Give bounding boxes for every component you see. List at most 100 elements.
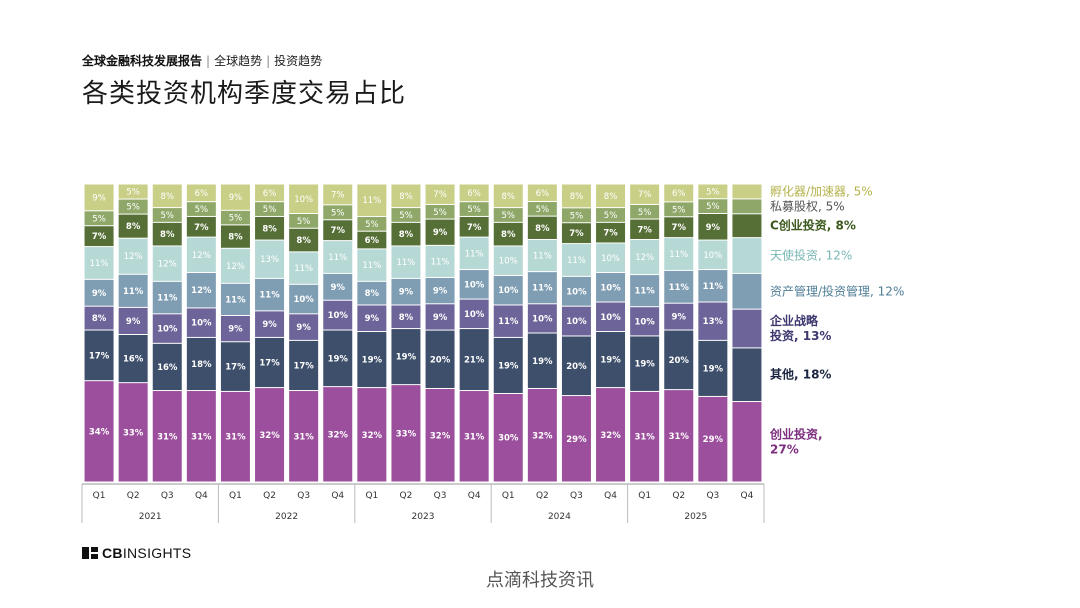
x-tick-label: Q3: [297, 491, 310, 501]
data-label: 8%: [604, 192, 618, 202]
bar-segment: [220, 283, 250, 315]
data-label: 10%: [157, 325, 178, 335]
bar-segment: [391, 278, 421, 305]
bar-segment: [630, 391, 660, 482]
bar-segment: [186, 308, 216, 337]
logo-cb: CB: [102, 545, 123, 561]
bar-segment: [493, 246, 523, 275]
data-label: 12%: [226, 262, 245, 272]
bar-segment: [459, 202, 489, 216]
bar-segment: [527, 304, 557, 333]
data-label: 10%: [532, 314, 553, 324]
bar-segment: [425, 204, 455, 219]
cb-logo-icon: [82, 547, 98, 559]
data-label: 7%: [194, 223, 209, 233]
bar-segment: [596, 273, 626, 302]
bar-segment: [289, 252, 319, 284]
data-label: 5%: [126, 188, 140, 198]
data-label: 8%: [399, 313, 414, 323]
data-label: 5%: [297, 217, 311, 227]
bar-segment: [732, 184, 762, 199]
year-label: 2023: [412, 512, 435, 522]
data-label: 10%: [601, 254, 620, 264]
data-label: 12%: [158, 260, 177, 270]
bar-segment: [323, 273, 353, 300]
data-label: 5%: [331, 208, 345, 218]
data-label: 16%: [157, 363, 178, 373]
bar-segment: [561, 276, 591, 306]
data-label: 5%: [570, 211, 584, 221]
data-label: 12%: [191, 286, 212, 296]
bar-segment: [255, 278, 285, 311]
bar-segment: [323, 220, 353, 241]
bar-segment: [459, 391, 489, 482]
bar-segment: [152, 246, 182, 281]
data-label: 11%: [157, 294, 178, 304]
data-label: 5%: [672, 205, 686, 215]
legend-label: 创业投资,: [769, 426, 823, 441]
x-tick-label: Q1: [93, 491, 106, 501]
bar-segment: [493, 275, 523, 305]
bar-segment: [561, 184, 591, 208]
data-label: 5%: [161, 211, 175, 221]
bar-segment: [186, 202, 216, 216]
data-label: 33%: [123, 428, 144, 438]
data-label: 8%: [570, 192, 584, 202]
data-label: 10%: [566, 317, 587, 327]
data-label: 5%: [365, 220, 379, 230]
data-label: 11%: [123, 287, 144, 297]
data-label: 17%: [89, 351, 110, 361]
data-label: 7%: [603, 229, 618, 239]
bar-segment: [425, 245, 455, 277]
data-label: 10%: [191, 319, 212, 329]
data-label: 13%: [260, 255, 279, 265]
data-label: 5%: [604, 211, 618, 221]
bar-segment: [391, 385, 421, 482]
data-label: 34%: [89, 427, 110, 437]
data-label: 11%: [669, 283, 690, 293]
breadcrumb-section-1: 全球趋势: [214, 54, 263, 68]
bar-segment: [630, 184, 660, 204]
bar-segment: [664, 202, 694, 217]
bar-segment: [391, 184, 421, 208]
bar-segment: [289, 340, 319, 391]
data-label: 7%: [92, 232, 107, 242]
data-label: 17%: [225, 363, 246, 373]
data-label: 10%: [293, 295, 314, 305]
data-label: 5%: [229, 214, 243, 224]
bar-segment: [220, 315, 250, 342]
bar-segment: [323, 387, 353, 482]
data-label: 9%: [229, 193, 243, 203]
data-label: 31%: [157, 432, 178, 442]
bar-segment: [425, 184, 455, 204]
data-label: 8%: [535, 224, 550, 234]
bar-segment: [357, 184, 387, 216]
bar-segment: [357, 281, 387, 305]
bar-segment: [459, 184, 489, 202]
bar-segment: [323, 241, 353, 273]
legend-label: 资产管理/投资管理, 12%: [770, 283, 904, 298]
bar-segment: [357, 332, 387, 388]
report-name: 全球金融科技发展报告: [82, 54, 203, 68]
bar-segment: [255, 388, 285, 482]
bar-segment: [323, 330, 353, 387]
bar-segment: [255, 311, 285, 337]
bar-segment: [732, 348, 762, 402]
bar-segment: [152, 208, 182, 222]
data-label: 6%: [536, 189, 550, 199]
bar-segment: [493, 208, 523, 222]
bar-segment: [732, 402, 762, 482]
bar-segment: [186, 273, 216, 308]
bar-segment: [664, 217, 694, 238]
bar-segment: [596, 208, 626, 222]
bar-segment: [289, 391, 319, 482]
data-label: 8%: [92, 314, 107, 324]
data-label: 17%: [293, 361, 314, 371]
bar-segment: [493, 222, 523, 246]
data-label: 9%: [365, 314, 380, 324]
data-label: 8%: [399, 230, 414, 240]
data-label: 19%: [532, 357, 553, 367]
data-label: 8%: [365, 289, 380, 299]
x-tick-label: Q2: [127, 491, 140, 501]
legend-label: C创业投资, 8%: [770, 218, 856, 233]
